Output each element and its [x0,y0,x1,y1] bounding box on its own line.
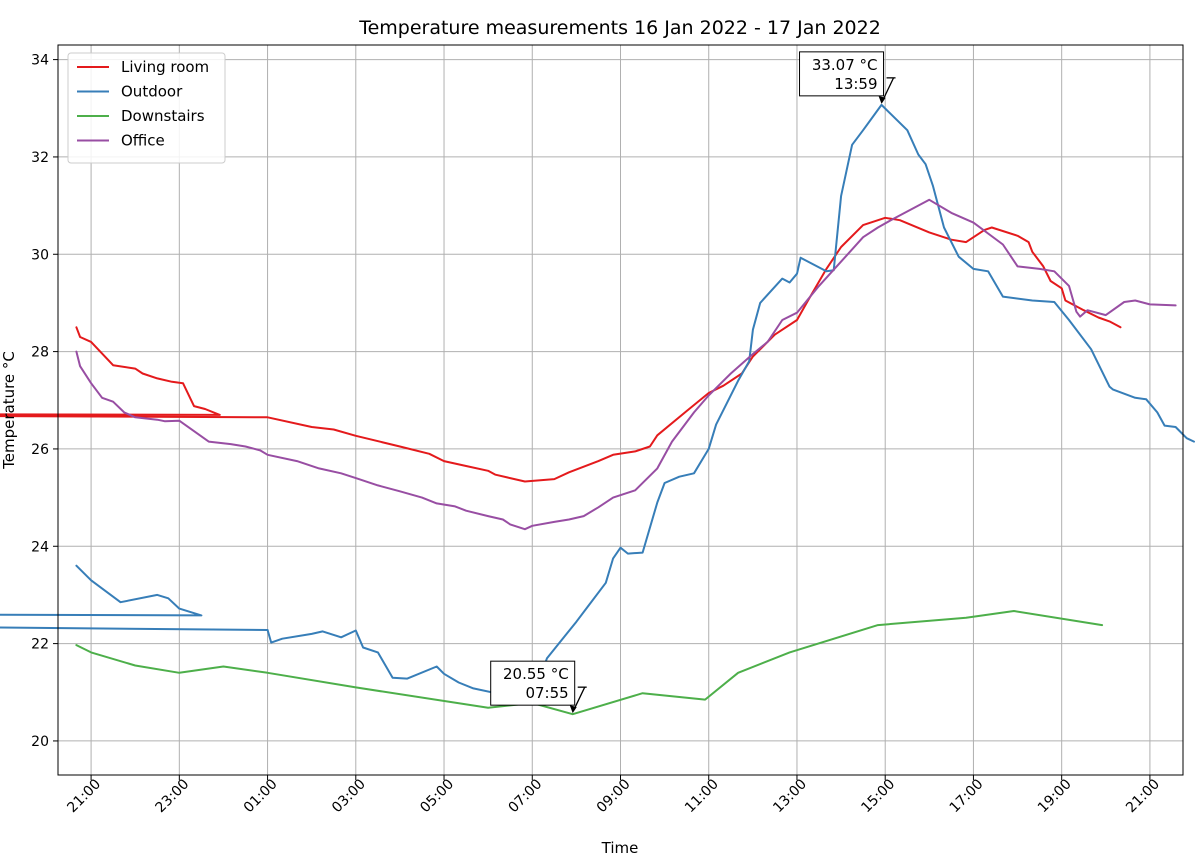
series-line-downstairs [75,610,1104,716]
x-tick-label: 21:00 [64,776,104,816]
y-tick-label: 30 [31,247,49,263]
y-tick-label: 28 [31,345,49,361]
annotation-arrow [881,77,895,102]
x-tick-label: 15:00 [858,776,898,816]
annotation-2: 20.55 °C07:55 [490,660,587,714]
x-tick-label: 21:00 [1123,776,1163,816]
y-tick-label: 32 [31,150,49,166]
y-tick-label: 20 [31,734,49,750]
y-tick-label: 24 [31,539,49,555]
legend-label-living-room: Living room [121,58,209,76]
legend-label-office: Office [121,132,165,150]
series-line-living-room [0,216,1122,483]
annotation-time: 13:59 [834,75,877,93]
x-tick-label: 11:00 [682,776,722,816]
chart-title: Temperature measurements 16 Jan 2022 - 1… [358,17,881,39]
series-layer [0,103,1195,716]
y-axis-label: Temperature °C [0,351,18,470]
x-axis-label: Time [601,839,639,857]
annotation-1: 33.07 °C13:59 [799,51,896,104]
annotation-value: 33.07 °C [812,56,878,74]
annotation-arrow [573,686,586,711]
x-tick-label: 07:00 [506,776,546,816]
x-tick-label: 01:00 [241,776,281,816]
x-tick-label: 03:00 [329,776,369,816]
annotation-time: 07:55 [525,684,568,702]
legend: Living room Outdoor Downstairs Office [67,52,226,164]
x-tick-label: 23:00 [153,776,193,816]
annotation-value: 20.55 °C [503,665,569,683]
legend-box [67,52,226,164]
x-tick-label: 09:00 [594,776,634,816]
y-tick-label: 26 [31,442,49,458]
y-tick-label: 34 [31,53,49,69]
annotation-arrowhead [878,95,886,104]
annotation-box [490,660,576,706]
legend-label-downstairs: Downstairs [121,107,205,125]
series-line-office [75,198,1177,531]
annotation-layer: 33.07 °C13:59 20.55 °C07:55 [490,51,896,714]
annotation-arrowhead [569,705,577,714]
x-tick-label: 19:00 [1035,776,1075,816]
x-tick-label: 17:00 [947,776,987,816]
tick-layer: 21:00 23:00 01:00 03:00 05:00 07:00 09:00 11:00… [31,53,1163,816]
y-tick-label: 22 [31,637,49,653]
series-line-outdoor [0,103,1195,696]
x-tick-label: 13:00 [770,776,810,816]
grid-layer [58,45,1183,775]
annotation-box [799,51,885,97]
legend-label-outdoor: Outdoor [121,83,183,101]
x-tick-label: 05:00 [417,776,457,816]
